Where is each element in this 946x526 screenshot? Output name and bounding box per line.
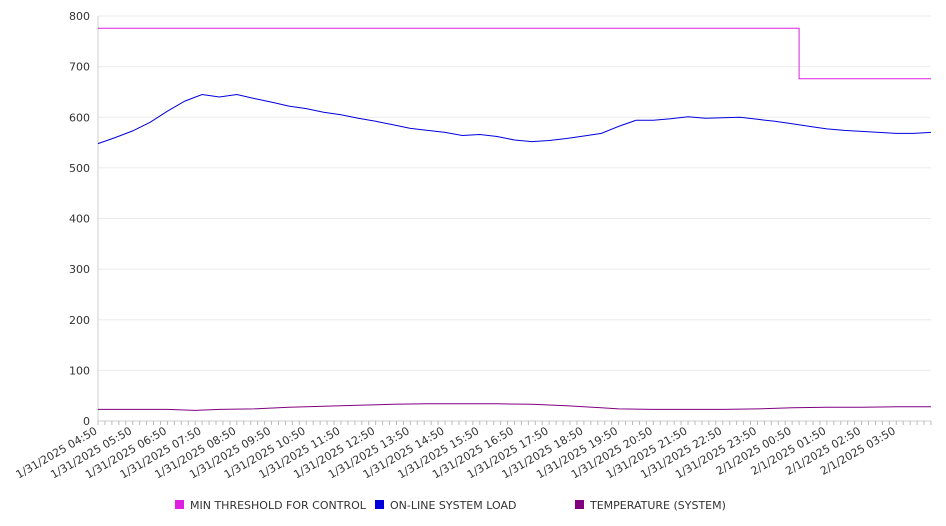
legend-label: ON-LINE SYSTEM LOAD	[390, 499, 516, 512]
legend-swatch	[175, 500, 184, 509]
y-tick-label: 0	[83, 415, 90, 428]
legend: MIN THRESHOLD FOR CONTROL ON-LINE SYSTEM …	[175, 499, 726, 512]
y-tick-label: 200	[69, 314, 90, 327]
y-tick-label: 500	[69, 162, 90, 175]
legend-swatch	[575, 500, 584, 509]
series-lines	[97, 27, 932, 411]
y-tick-label: 300	[69, 263, 90, 276]
y-tick-label: 400	[69, 213, 90, 226]
series-line-1	[97, 93, 932, 145]
legend-label: TEMPERATURE (SYSTEM)	[589, 499, 726, 512]
y-tick-label: 100	[69, 364, 90, 377]
grid-lines	[98, 15, 931, 422]
y-tick-label: 800	[69, 10, 90, 23]
legend-label: MIN THRESHOLD FOR CONTROL	[190, 499, 367, 512]
y-tick-label: 700	[69, 61, 90, 74]
legend-swatch	[375, 500, 384, 509]
axes	[97, 16, 932, 425]
y-tick-label: 600	[69, 111, 90, 124]
y-tick-labels: 0 100 200 300 400 500 600 700 800	[69, 10, 90, 428]
series-line-0	[98, 27, 931, 80]
series-line-2	[98, 403, 931, 411]
x-tick-labels: 1/31/2025 04:501/31/2025 05:501/31/2025 …	[14, 424, 898, 481]
